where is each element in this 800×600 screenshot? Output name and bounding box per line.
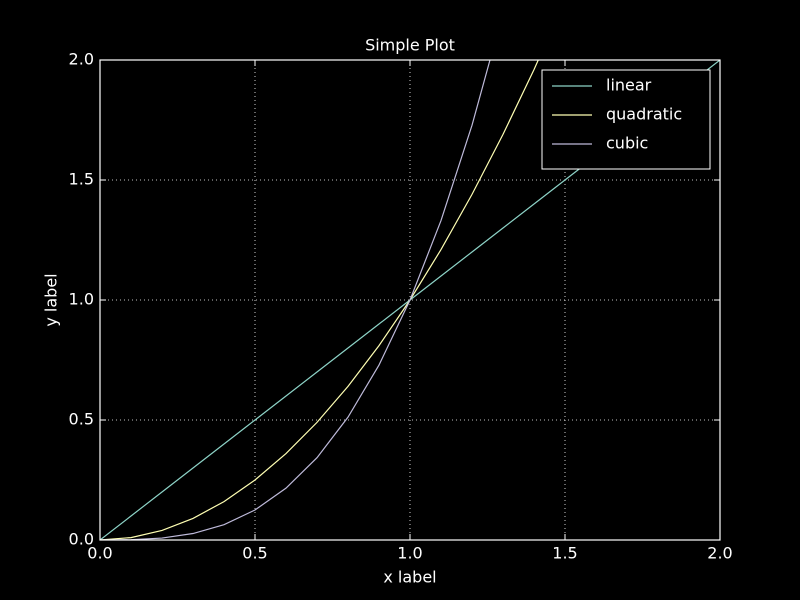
chart-title: Simple Plot xyxy=(365,36,455,55)
series-line xyxy=(100,60,491,540)
y-tick-label: 2.0 xyxy=(69,50,94,69)
x-tick-label: 2.0 xyxy=(707,544,732,563)
y-axis-label: y label xyxy=(42,273,61,326)
legend-label: quadratic xyxy=(606,105,682,124)
y-tick-label: 0.0 xyxy=(69,530,94,549)
x-tick-label: 1.0 xyxy=(397,544,422,563)
y-tick-label: 1.0 xyxy=(69,290,94,309)
x-axis-label: x label xyxy=(383,568,436,587)
legend-label: cubic xyxy=(606,134,648,153)
x-tick-label: 1.5 xyxy=(552,544,577,563)
x-tick-label: 0.5 xyxy=(242,544,267,563)
legend-label: linear xyxy=(606,76,652,95)
x-tick-label: 0.0 xyxy=(87,544,112,563)
y-tick-label: 1.5 xyxy=(69,170,94,189)
y-tick-label: 0.5 xyxy=(69,410,94,429)
legend: linear quadratic cubic xyxy=(541,69,711,170)
